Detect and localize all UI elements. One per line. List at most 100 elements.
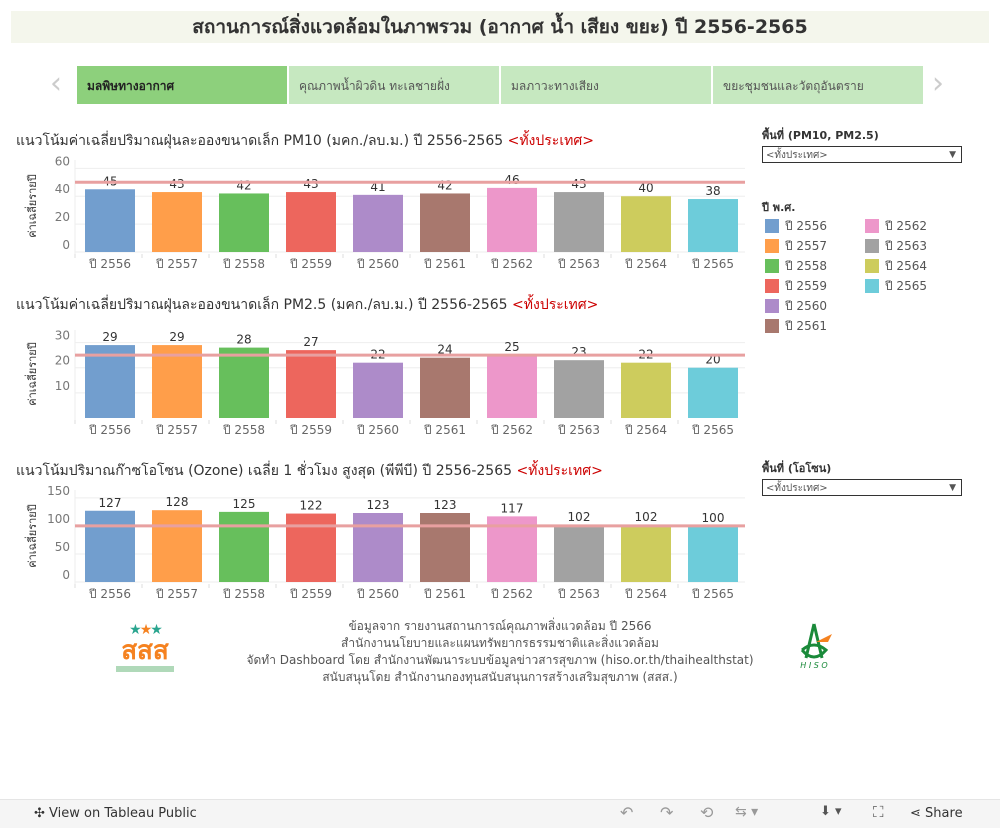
tab-air-pollution[interactable]: มลพิษทางอากาศ bbox=[77, 66, 287, 104]
legend-label: ปี 2560 bbox=[785, 298, 827, 313]
area-highlight: <ทั้งประเทศ> bbox=[516, 463, 603, 479]
fullscreen-icon[interactable]: ⛶ bbox=[873, 803, 884, 821]
data-label: 117 bbox=[501, 501, 524, 515]
chart-title-pm25: แนวโน้มค่าเฉลี่ยปริมาณฝุ่นละอองขนาดเล็ก … bbox=[16, 294, 598, 316]
bar bbox=[487, 355, 537, 418]
legend-item[interactable]: ปี 2563 bbox=[865, 236, 927, 256]
data-label: 122 bbox=[300, 499, 323, 513]
y-tick-label: 10 bbox=[55, 379, 70, 393]
data-label: 42 bbox=[236, 178, 251, 192]
redo-icon[interactable]: ↷ bbox=[660, 803, 674, 822]
share-icon: ⋖ bbox=[910, 806, 921, 821]
bar bbox=[152, 510, 202, 582]
data-label: 29 bbox=[169, 330, 184, 344]
chart-title-pm10: แนวโน้มค่าเฉลี่ยปริมาณฝุ่นละอองขนาดเล็ก … bbox=[16, 130, 594, 152]
share-button[interactable]: ⋖ Share bbox=[910, 806, 963, 821]
svg-text:H I S O: H I S O bbox=[800, 661, 827, 670]
bar bbox=[420, 513, 470, 582]
x-tick-label: ปี 2564 bbox=[624, 257, 667, 271]
bar bbox=[286, 192, 336, 252]
x-tick-label: ปี 2562 bbox=[490, 587, 533, 601]
bar bbox=[420, 193, 470, 252]
y-tick-label: 50 bbox=[55, 540, 70, 554]
x-tick-label: ปี 2561 bbox=[423, 587, 466, 601]
legend-item[interactable]: ปี 2557 bbox=[765, 236, 827, 256]
bar bbox=[286, 350, 336, 418]
dashboard-title: สถานการณ์สิ่งแวดล้อมในภาพรวม (อากาศ น้ำ … bbox=[11, 11, 989, 43]
tab-water-quality[interactable]: คุณภาพน้ำผิวดิน ทะเลชายฝั่ง bbox=[289, 66, 499, 104]
bar bbox=[353, 513, 403, 582]
y-axis-label: ค่าเฉลี่ยรายปี bbox=[24, 342, 39, 406]
x-tick-label: ปี 2556 bbox=[88, 257, 131, 271]
x-tick-label: ปี 2562 bbox=[490, 257, 533, 271]
x-tick-label: ปี 2557 bbox=[155, 257, 198, 271]
y-tick-label: 150 bbox=[47, 484, 70, 498]
legend-item[interactable]: ปี 2559 bbox=[765, 276, 827, 296]
pm-area-select[interactable]: <ทั้งประเทศ> ▼ bbox=[762, 146, 962, 163]
tab-waste[interactable]: ขยะชุมชนและวัตถุอันตราย bbox=[713, 66, 923, 104]
bar bbox=[219, 193, 269, 252]
x-tick-label: ปี 2559 bbox=[289, 423, 332, 437]
footer-credits: ข้อมูลจาก รายงานสถานการณ์คุณภาพสิ่งแวดล้… bbox=[200, 618, 800, 686]
data-label: 38 bbox=[705, 184, 720, 198]
data-label: 29 bbox=[102, 330, 117, 344]
x-tick-label: ปี 2557 bbox=[155, 587, 198, 601]
bar bbox=[621, 362, 671, 418]
next-arrow-icon[interactable]: › bbox=[932, 66, 944, 101]
legend-label: ปี 2561 bbox=[785, 318, 827, 333]
bar bbox=[554, 192, 604, 252]
legend-swatch bbox=[865, 279, 879, 293]
data-label: 100 bbox=[702, 511, 725, 525]
x-tick-label: ปี 2556 bbox=[88, 423, 131, 437]
bar bbox=[353, 362, 403, 418]
footer-line: จัดทำ Dashboard โดย สำนักงานพัฒนาระบบข้อ… bbox=[246, 653, 754, 667]
ozone-area-select[interactable]: <ทั้งประเทศ> ▼ bbox=[762, 479, 962, 496]
y-tick-label: 0 bbox=[62, 568, 70, 582]
y-tick-label: 20 bbox=[55, 210, 70, 224]
undo-icon[interactable]: ↶ bbox=[620, 803, 634, 822]
y-tick-label: 40 bbox=[55, 182, 70, 196]
x-tick-label: ปี 2564 bbox=[624, 587, 667, 601]
bar bbox=[353, 194, 403, 252]
view-label: View on Tableau Public bbox=[49, 806, 197, 821]
legend-item[interactable]: ปี 2562 bbox=[865, 216, 927, 236]
data-label: 125 bbox=[233, 497, 256, 511]
legend-item[interactable]: ปี 2560 bbox=[765, 296, 827, 316]
legend-item[interactable]: ปี 2565 bbox=[865, 276, 927, 296]
bar bbox=[219, 347, 269, 418]
footer-line: สนับสนุนโดย สำนักงานกองทุนสนับสนุนการสร้… bbox=[322, 670, 678, 684]
legend-item[interactable]: ปี 2564 bbox=[865, 256, 927, 276]
legend-swatch bbox=[765, 219, 779, 233]
view-on-tableau-button[interactable]: ✣ View on Tableau Public bbox=[34, 806, 197, 821]
data-label: 25 bbox=[504, 340, 519, 354]
legend-swatch bbox=[865, 259, 879, 273]
legend-swatch bbox=[865, 239, 879, 253]
select-value: <ทั้งประเทศ> bbox=[766, 483, 828, 494]
bar bbox=[85, 510, 135, 582]
revert-icon[interactable]: ⟲ bbox=[700, 803, 714, 822]
y-tick-label: 30 bbox=[55, 329, 70, 343]
x-tick-label: ปี 2558 bbox=[222, 587, 265, 601]
refresh-icon[interactable]: ⇆ ▾ bbox=[735, 804, 759, 820]
legend-item[interactable]: ปี 2558 bbox=[765, 256, 827, 276]
y-tick-label: 100 bbox=[47, 512, 70, 526]
data-label: 42 bbox=[437, 178, 452, 192]
data-label: 128 bbox=[166, 495, 189, 509]
data-label: 102 bbox=[568, 510, 591, 524]
download-icon[interactable]: ⬇ ▾ bbox=[820, 804, 842, 819]
x-tick-label: ปี 2558 bbox=[222, 257, 265, 271]
bar bbox=[219, 511, 269, 582]
x-tick-label: ปี 2564 bbox=[624, 423, 667, 437]
bar bbox=[621, 196, 671, 252]
legend-item[interactable]: ปี 2556 bbox=[765, 216, 827, 236]
x-tick-label: ปี 2565 bbox=[691, 587, 734, 601]
chart-title-ozone: แนวโน้มปริมาณก๊าซโอโซน (Ozone) เฉลี่ย 1 … bbox=[16, 460, 603, 482]
bar bbox=[688, 367, 738, 418]
prev-arrow-icon[interactable]: ‹ bbox=[50, 66, 62, 101]
x-tick-label: ปี 2560 bbox=[356, 257, 399, 271]
data-label: 23 bbox=[571, 345, 586, 359]
legend-item[interactable]: ปี 2561 bbox=[765, 316, 827, 336]
tab-noise[interactable]: มลภาวะทางเสียง bbox=[501, 66, 711, 104]
legend-label: ปี 2563 bbox=[885, 238, 927, 253]
bar bbox=[554, 360, 604, 418]
